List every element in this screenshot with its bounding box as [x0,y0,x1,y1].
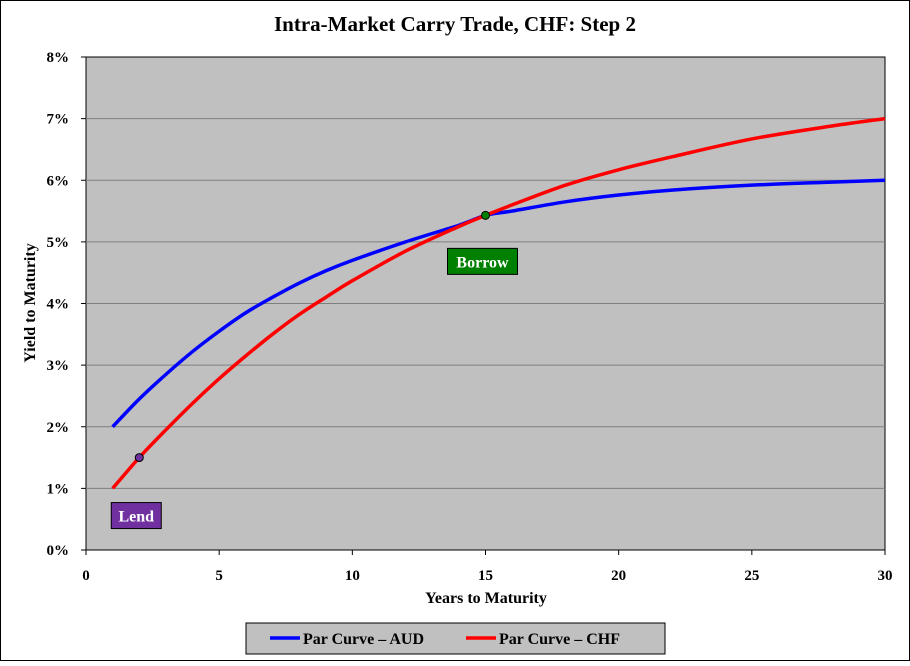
y-tick-label: 2% [47,420,70,436]
marker-borrow [481,210,490,220]
x-tick-label: 15 [478,568,493,584]
y-tick-label: 6% [47,173,70,189]
annotation-label-lend: Lend [118,509,154,526]
x-tick-label: 10 [345,568,360,584]
series-lines [111,116,886,490]
y-tick-label: 1% [47,481,70,497]
y-tick-label: 3% [47,358,70,374]
y-tick-label: 7% [47,112,70,128]
legend-box [245,622,666,655]
x-axis-label: Years to Maturity [425,590,547,607]
annotations: Borrow Lend [110,210,518,530]
x-tick-label: 30 [878,568,893,584]
y-tick-label: 0% [47,543,70,559]
y-tick-label: 5% [47,235,70,251]
chart-title: Intra-Market Carry Trade, CHF: Step 2 [274,12,636,36]
series-line-chf [111,116,886,490]
series-line-aud [111,178,886,428]
grid-lines [86,118,885,489]
x-tick-label: 0 [82,568,90,584]
y-tick-label: 8% [47,50,70,66]
axes: 0% 1% 2% 3% 4% 5% 6% 7% 8% 0 5 10 15 20 25 30 [47,50,893,584]
x-tick-label: 20 [611,568,626,584]
x-tick-label: 5 [215,568,223,584]
legend-label-aud: Par Curve – AUD [303,631,424,648]
legend: Par Curve – AUD Par Curve – CHF [245,622,666,655]
marker-lend [134,453,144,463]
annotation-label-borrow: Borrow [456,254,509,271]
legend-label-chf: Par Curve – CHF [499,631,620,648]
y-tick-label: 4% [47,297,70,313]
annotation-box-lend [110,502,162,530]
x-tick-label: 25 [744,568,759,584]
annotation-box-borrow [447,247,518,275]
y-axis-label: Yield to Maturity [22,243,39,362]
